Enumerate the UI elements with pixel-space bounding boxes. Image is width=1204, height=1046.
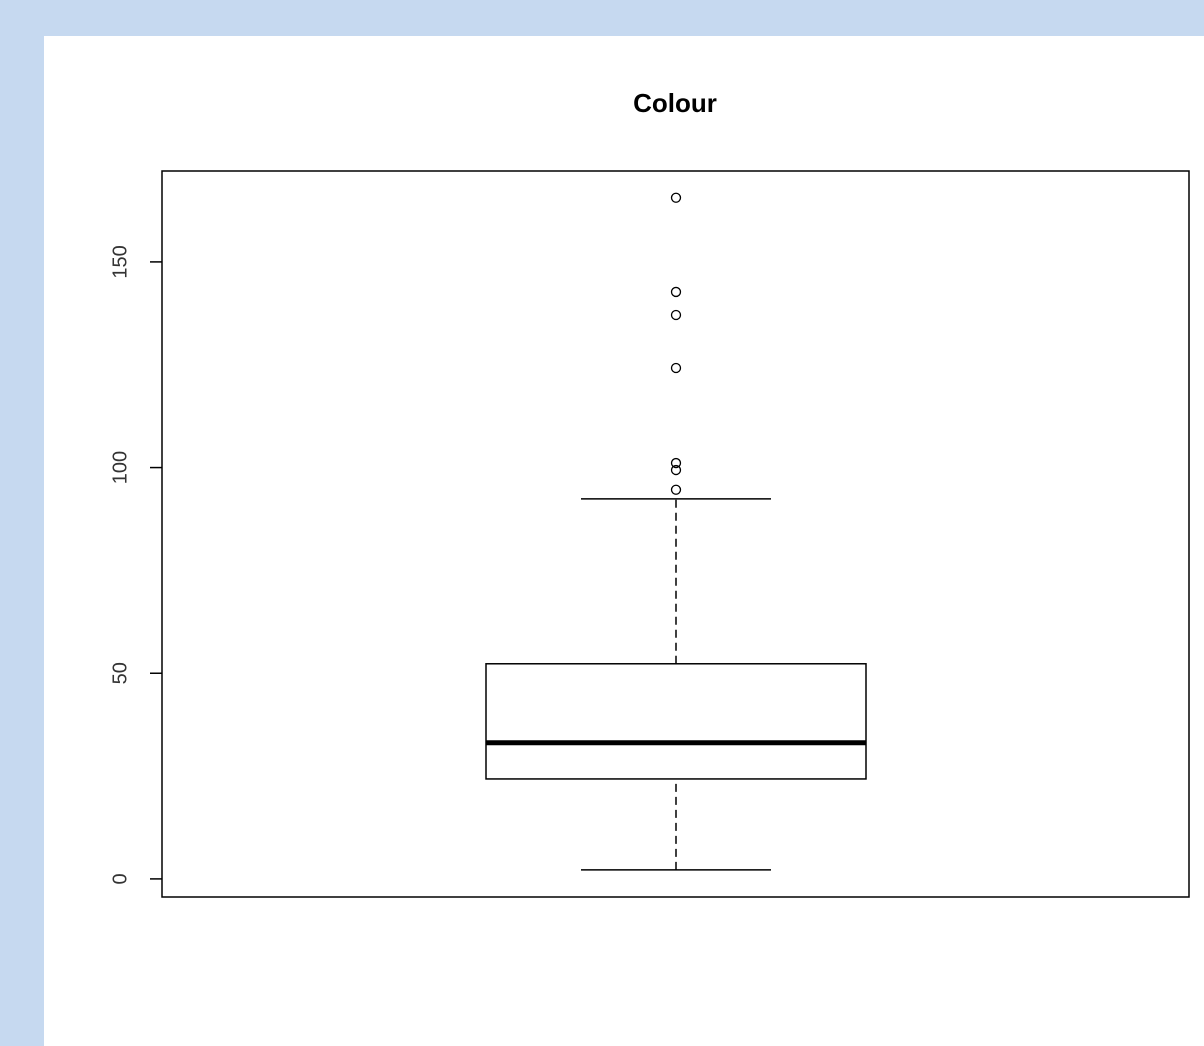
y-tick-label: 100 bbox=[109, 451, 131, 484]
y-tick-label: 150 bbox=[109, 245, 131, 278]
outlier bbox=[670, 362, 682, 374]
outlier bbox=[670, 192, 682, 203]
outlier bbox=[670, 457, 682, 469]
panel bbox=[44, 36, 1204, 1046]
y-tick-label: 0 bbox=[109, 873, 131, 884]
chart-title: Colour bbox=[633, 88, 717, 118]
outlier bbox=[670, 286, 682, 298]
outlier bbox=[670, 309, 682, 321]
outlier bbox=[670, 464, 682, 476]
outlier bbox=[670, 484, 682, 495]
plot-frame bbox=[161, 170, 1190, 898]
y-tick-label: 50 bbox=[109, 662, 131, 684]
box bbox=[485, 663, 867, 780]
